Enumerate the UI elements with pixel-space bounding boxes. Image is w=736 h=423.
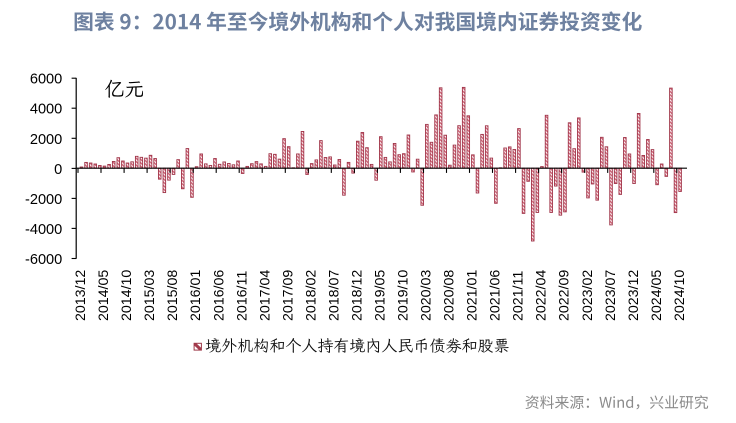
svg-text:2017/09: 2017/09 — [280, 270, 296, 321]
svg-text:2018/07: 2018/07 — [326, 270, 342, 321]
svg-text:2023/07: 2023/07 — [603, 270, 619, 321]
svg-text:2019/05: 2019/05 — [373, 270, 389, 321]
svg-text:2018/12: 2018/12 — [350, 270, 366, 321]
svg-text:2014/05: 2014/05 — [96, 270, 112, 321]
svg-text:-2000: -2000 — [25, 192, 62, 208]
svg-text:2022/04: 2022/04 — [534, 270, 550, 321]
svg-text:2020/03: 2020/03 — [419, 270, 435, 321]
svg-text:2023/12: 2023/12 — [626, 270, 642, 321]
svg-text:2024/10: 2024/10 — [672, 270, 688, 321]
svg-text:2017/04: 2017/04 — [257, 270, 273, 321]
svg-text:2015/03: 2015/03 — [142, 270, 158, 321]
svg-text:2016/01: 2016/01 — [188, 270, 204, 321]
svg-text:4000: 4000 — [30, 102, 62, 118]
svg-text:2013/12: 2013/12 — [73, 270, 89, 321]
svg-text:2024/05: 2024/05 — [649, 270, 665, 321]
svg-text:2000: 2000 — [30, 132, 62, 148]
svg-text:2021/06: 2021/06 — [488, 270, 504, 321]
svg-text:2021/11: 2021/11 — [511, 271, 527, 321]
svg-text:-4000: -4000 — [25, 222, 62, 238]
svg-text:2016/06: 2016/06 — [211, 270, 227, 321]
svg-text:6000: 6000 — [30, 72, 62, 88]
svg-text:2014/10: 2014/10 — [119, 270, 135, 321]
svg-text:2018/02: 2018/02 — [303, 270, 319, 321]
svg-text:-6000: -6000 — [25, 252, 62, 268]
svg-text:2023/02: 2023/02 — [580, 270, 596, 321]
svg-text:2015/08: 2015/08 — [165, 270, 181, 321]
svg-text:2022/09: 2022/09 — [557, 270, 573, 321]
svg-text:0: 0 — [54, 162, 62, 178]
svg-text:2020/08: 2020/08 — [442, 270, 458, 321]
svg-text:2016/11: 2016/11 — [234, 271, 250, 321]
svg-text:2019/10: 2019/10 — [396, 270, 412, 321]
svg-text:2021/01: 2021/01 — [465, 270, 481, 321]
